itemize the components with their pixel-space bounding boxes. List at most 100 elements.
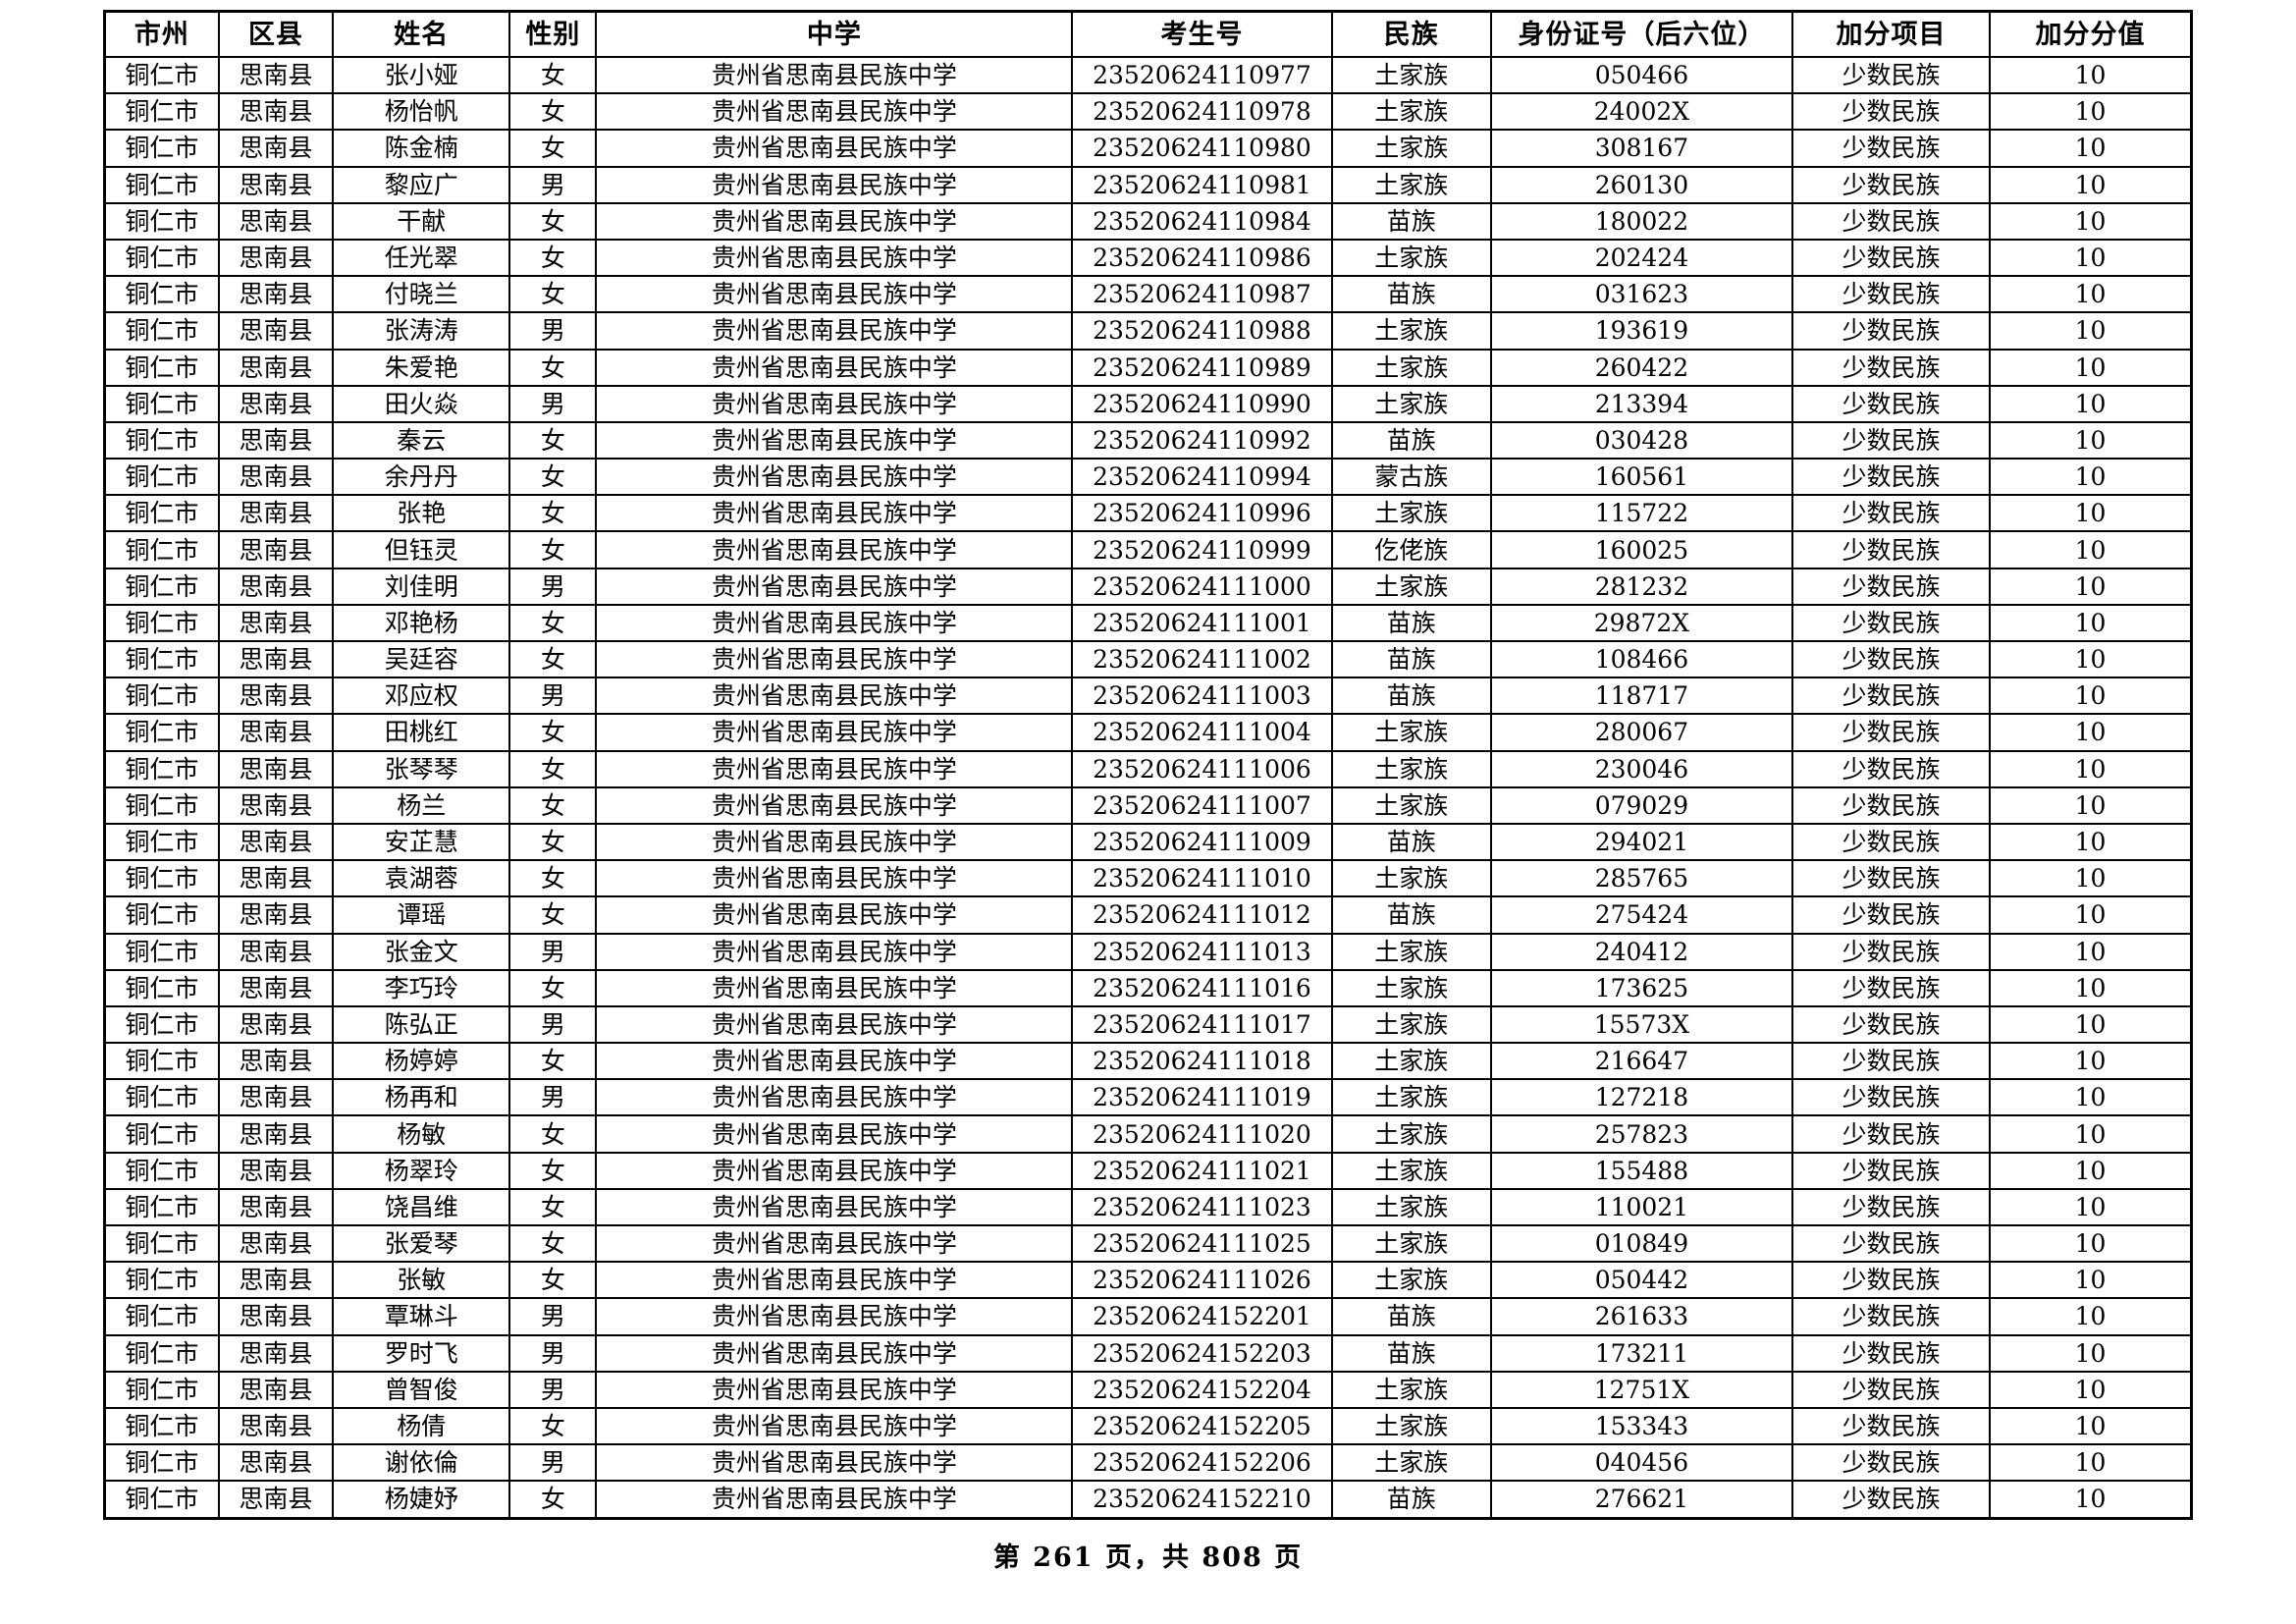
cell-name: 邓艳杨: [332, 603, 511, 643]
cell-city: 铜仁市: [103, 420, 220, 460]
cell-idtail: 276621: [1489, 1480, 1793, 1519]
cell-idtail: 240412: [1489, 932, 1793, 971]
cell-city: 铜仁市: [103, 1333, 220, 1373]
cell-school: 贵州省思南县民族中学: [595, 55, 1074, 95]
cell-city: 铜仁市: [103, 458, 220, 497]
cell-county: 思南县: [217, 1151, 335, 1190]
cell-county: 思南县: [217, 749, 335, 788]
cell-school: 贵州省思南县民族中学: [595, 1406, 1074, 1446]
cell-name: 谢依倫: [332, 1443, 511, 1483]
cell-gender: 女: [508, 1406, 598, 1446]
table-body: 铜仁市 思南县 张小娅女贵州省思南县民族中学 23520624110977 土家族 050…: [103, 55, 2193, 1519]
cell-gender: 男: [508, 1370, 598, 1409]
cell-city: 铜仁市: [103, 1223, 220, 1264]
cell-school: 贵州省思南县民族中学: [595, 713, 1074, 752]
table-row: 铜仁市 思南县 张琴琴女贵州省思南县民族中学 23520624111006 土家族 230…: [103, 749, 2193, 788]
cell-examno: 23520624111023: [1071, 1187, 1333, 1227]
cell-idtail: 280067: [1489, 713, 1793, 752]
cell-examno: 23520624111006: [1071, 749, 1333, 788]
cell-examno: 23520624152206: [1071, 1443, 1333, 1483]
cell-ethnic: 苗族: [1330, 677, 1492, 716]
cell-idtail: 160025: [1489, 530, 1793, 569]
cell-score: 10: [1989, 55, 2193, 95]
table-row: 铜仁市 思南县 邓艳杨女贵州省思南县民族中学 23520624111001 苗族 2987…: [103, 603, 2193, 643]
cell-score: 10: [1989, 859, 2193, 898]
cell-ethnic: 苗族: [1330, 822, 1492, 862]
cell-score: 10: [1989, 311, 2193, 351]
column-header-item: 加分项目: [1790, 10, 1992, 58]
cell-school: 贵州省思南县民族中学: [595, 238, 1074, 278]
cell-gender: 男: [508, 1078, 598, 1117]
cell-examno: 23520624111000: [1071, 567, 1333, 606]
table-row: 铜仁市 思南县 罗时飞男贵州省思南县民族中学 23520624152203 苗族 1732…: [103, 1333, 2193, 1373]
cell-item: 少数民族: [1790, 1370, 1992, 1409]
cell-score: 10: [1989, 639, 2193, 679]
cell-idtail: 308167: [1489, 129, 1793, 168]
cell-city: 铜仁市: [103, 785, 220, 825]
cell-gender: 女: [508, 494, 598, 533]
cell-gender: 男: [508, 932, 598, 971]
cell-examno: 23520624111010: [1071, 859, 1333, 898]
cell-name: 张涛涛: [332, 311, 511, 351]
cell-county: 思南县: [217, 859, 335, 898]
cell-examno: 23520624110999: [1071, 530, 1333, 569]
cell-idtail: 29872X: [1489, 603, 1793, 643]
cell-examno: 23520624111003: [1071, 677, 1333, 716]
table-row: 铜仁市 思南县 袁湖蓉女贵州省思南县民族中学 23520624111010 土家族 285…: [103, 859, 2193, 898]
table-row: 铜仁市 思南县 张艳女贵州省思南县民族中学 23520624110996 土家族 1157…: [103, 494, 2193, 533]
cell-score: 10: [1989, 238, 2193, 278]
column-header-idtail: 身份证号（后六位）: [1489, 10, 1793, 58]
cell-examno: 23520624111025: [1071, 1223, 1333, 1264]
cell-examno: 23520624152201: [1071, 1297, 1333, 1336]
cell-examno: 23520624110977: [1071, 55, 1333, 95]
cell-examno: 23520624110981: [1071, 165, 1333, 204]
cell-item: 少数民族: [1790, 1078, 1992, 1117]
cell-idtail: 294021: [1489, 822, 1793, 862]
cell-idtail: 261633: [1489, 1297, 1793, 1336]
cell-examno: 23520624152203: [1071, 1333, 1333, 1373]
cell-score: 10: [1989, 603, 2193, 643]
cell-city: 铜仁市: [103, 639, 220, 679]
cell-name: 张敏: [332, 1261, 511, 1300]
cell-item: 少数民族: [1790, 238, 1992, 278]
cell-score: 10: [1989, 1042, 2193, 1081]
cell-score: 10: [1989, 1480, 2193, 1519]
cell-item: 少数民族: [1790, 55, 1992, 95]
cell-item: 少数民族: [1790, 311, 1992, 351]
cell-ethnic: 土家族: [1330, 1261, 1492, 1300]
cell-school: 贵州省思南县民族中学: [595, 1480, 1074, 1519]
cell-gender: 女: [508, 822, 598, 862]
cell-score: 10: [1989, 713, 2193, 752]
cell-county: 思南县: [217, 311, 335, 351]
cell-name: 杨怡帆: [332, 92, 511, 132]
cell-examno: 23520624152205: [1071, 1406, 1333, 1446]
cell-examno: 23520624111019: [1071, 1078, 1333, 1117]
cell-county: 思南县: [217, 1078, 335, 1117]
cell-city: 铜仁市: [103, 1297, 220, 1336]
cell-item: 少数民族: [1790, 458, 1992, 497]
cell-city: 铜仁市: [103, 238, 220, 278]
cell-school: 贵州省思南县民族中学: [595, 968, 1074, 1007]
cell-school: 贵州省思南县民族中学: [595, 785, 1074, 825]
cell-ethnic: 土家族: [1330, 1004, 1492, 1045]
cell-name: 朱爱艳: [332, 348, 511, 387]
cell-score: 10: [1989, 822, 2193, 862]
cell-city: 铜仁市: [103, 1443, 220, 1483]
cell-idtail: 118717: [1489, 677, 1793, 716]
cell-school: 贵州省思南县民族中学: [595, 822, 1074, 862]
cell-name: 杨婕妤: [332, 1480, 511, 1519]
cell-school: 贵州省思南县民族中学: [595, 129, 1074, 168]
table-row: 铜仁市 思南县 安芷慧女贵州省思南县民族中学 23520624111009 苗族 2940…: [103, 822, 2193, 862]
cell-score: 10: [1989, 1297, 2193, 1336]
cell-examno: 23520624152210: [1071, 1480, 1333, 1519]
cell-city: 铜仁市: [103, 677, 220, 716]
table-row: 铜仁市 思南县 杨怡帆女贵州省思南县民族中学 23520624110978 土家族 240…: [103, 92, 2193, 132]
cell-score: 10: [1989, 92, 2193, 132]
cell-ethnic: 土家族: [1330, 384, 1492, 423]
table-row: 铜仁市 思南县 邓应权男贵州省思南县民族中学 23520624111003 苗族 1187…: [103, 677, 2193, 716]
cell-gender: 女: [508, 201, 598, 241]
cell-score: 10: [1989, 348, 2193, 387]
cell-county: 思南县: [217, 348, 335, 387]
cell-score: 10: [1989, 932, 2193, 971]
cell-county: 思南县: [217, 530, 335, 569]
